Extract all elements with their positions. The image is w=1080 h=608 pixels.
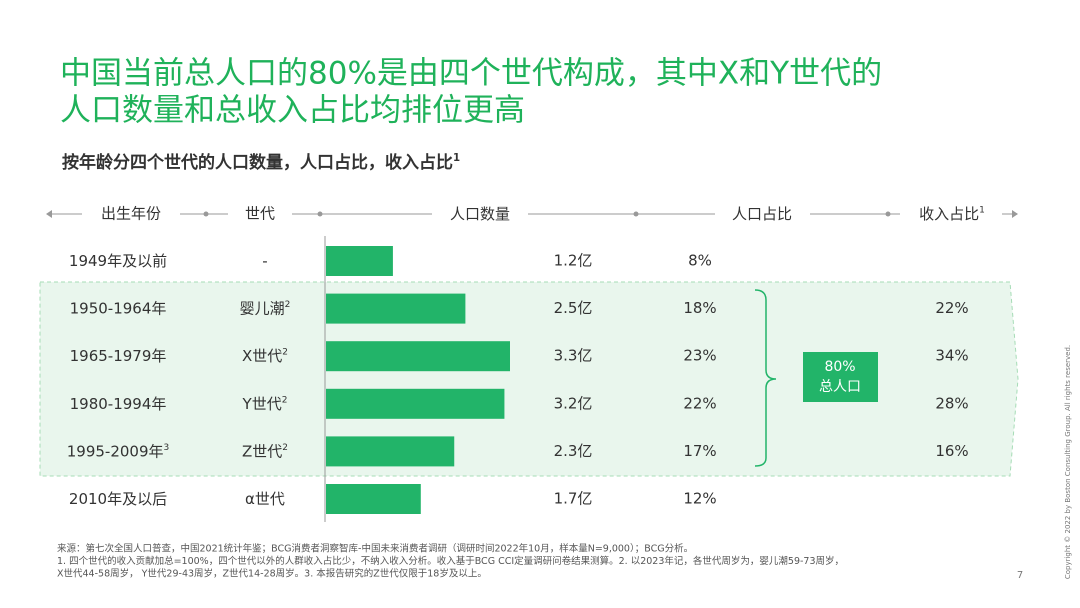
generation: α世代 [245, 490, 285, 508]
birth-year: 1950-1964年 [70, 299, 167, 317]
dot [317, 211, 323, 217]
superscript: 2 [282, 442, 288, 452]
value-label: 12% [683, 490, 716, 508]
value-label: 1.2亿 [554, 252, 593, 270]
dot [633, 211, 639, 217]
bar [326, 388, 505, 419]
value-label: 16% [935, 442, 968, 460]
column-header: 收入占比1 [919, 205, 985, 223]
generation-text: Z世代 [242, 442, 282, 460]
birth-year: 1965-1979年 [70, 347, 167, 365]
value-label: 17% [683, 442, 716, 460]
bar [326, 484, 421, 514]
arrowhead [46, 210, 52, 218]
subtitle-text: 按年龄分四个世代的人口数量，人口占比，收入占比 [62, 152, 453, 173]
generation-text: - [262, 252, 267, 270]
birth-year-text: 1995-2009年 [67, 442, 164, 460]
birth-year-text: 1980-1994年 [70, 394, 167, 412]
column-header: 世代 [245, 205, 275, 223]
bar [326, 246, 393, 276]
superscript: 1 [453, 153, 460, 164]
copyright: Copyright © 2022 by Boston Consulting Gr… [1064, 345, 1072, 579]
header-dots [46, 210, 1018, 218]
value-label: 2.5亿 [554, 299, 593, 317]
subtitle: 按年龄分四个世代的人口数量，人口占比，收入占比1 [62, 152, 460, 173]
generation: 婴儿潮2 [240, 299, 291, 317]
generation: X世代2 [242, 347, 288, 365]
birth-year-text: 1949年及以前 [69, 252, 167, 270]
title: 中国当前总人口的80%是由四个世代构成，其中X和Y世代的 [60, 56, 882, 92]
superscript: 3 [164, 442, 170, 452]
page-number: 7 [1017, 570, 1023, 581]
birth-year: 1980-1994年 [70, 394, 167, 412]
column-header: 出生年份 [101, 205, 161, 223]
birth-year-text: 2010年及以后 [69, 490, 167, 508]
value-label: 3.3亿 [554, 347, 593, 365]
value-label: 28% [935, 394, 968, 412]
generation-text: Y世代 [242, 394, 282, 412]
birth-year: 1995-2009年3 [67, 442, 170, 460]
value-label: 2.3亿 [554, 442, 593, 460]
value-label: 8% [688, 252, 712, 270]
value-label: 23% [683, 347, 716, 365]
superscript: 2 [282, 347, 288, 357]
footnote: 来源：第七次全国人口普查，中国2021统计年鉴；BCG消费者洞察智库-中国未来消… [57, 543, 693, 555]
column-header: 人口占比 [732, 205, 792, 223]
annotation-box [803, 352, 878, 402]
value-label: 22% [935, 299, 968, 317]
value-label: 1.7亿 [554, 490, 593, 508]
annotation: 80% [824, 359, 855, 375]
birth-year-text: 1965-1979年 [70, 347, 167, 365]
birth-year: 1949年及以前 [69, 252, 167, 270]
column-header: 人口数量 [450, 205, 510, 223]
content: 中国当前总人口的80%是由四个世代构成，其中X和Y世代的人口数量和总收入占比均排… [57, 56, 1072, 582]
superscript: 1 [979, 205, 985, 215]
footnote: 1. 四个世代的收入贡献加总=100%，四个世代以外的人群收入占比少，不纳入收入… [57, 555, 844, 567]
value-label: 18% [683, 299, 716, 317]
bracket [754, 289, 777, 467]
dot [203, 211, 209, 217]
title: 人口数量和总收入占比均排位更高 [60, 93, 525, 129]
birth-year: 2010年及以后 [69, 490, 167, 508]
column-header-text: 人口数量 [450, 205, 510, 223]
birth-year-text: 1950-1964年 [70, 299, 167, 317]
generation-text: X世代 [242, 347, 282, 365]
generation: Z世代2 [242, 442, 288, 460]
column-header-text: 人口占比 [732, 205, 792, 223]
generation: Y世代2 [242, 394, 288, 412]
superscript: 2 [282, 395, 288, 405]
bar [326, 293, 466, 324]
column-header-text: 收入占比 [919, 205, 979, 223]
arrowhead [1012, 210, 1018, 218]
footnote: X世代44-58周岁， Y世代29-43周岁，Z世代14-28周岁。3. 本报告… [57, 568, 487, 580]
annotation: 总人口 [819, 379, 861, 395]
value-label: 3.2亿 [554, 394, 593, 412]
generation-text: 婴儿潮 [240, 299, 285, 317]
dot [885, 211, 891, 217]
generation: - [262, 252, 267, 270]
value-label: 34% [935, 347, 968, 365]
generation-text: α世代 [245, 490, 285, 508]
bar [326, 341, 510, 372]
bar [326, 436, 455, 467]
highlight-region [39, 281, 1019, 477]
superscript: 2 [285, 300, 291, 310]
value-label: 22% [683, 394, 716, 412]
